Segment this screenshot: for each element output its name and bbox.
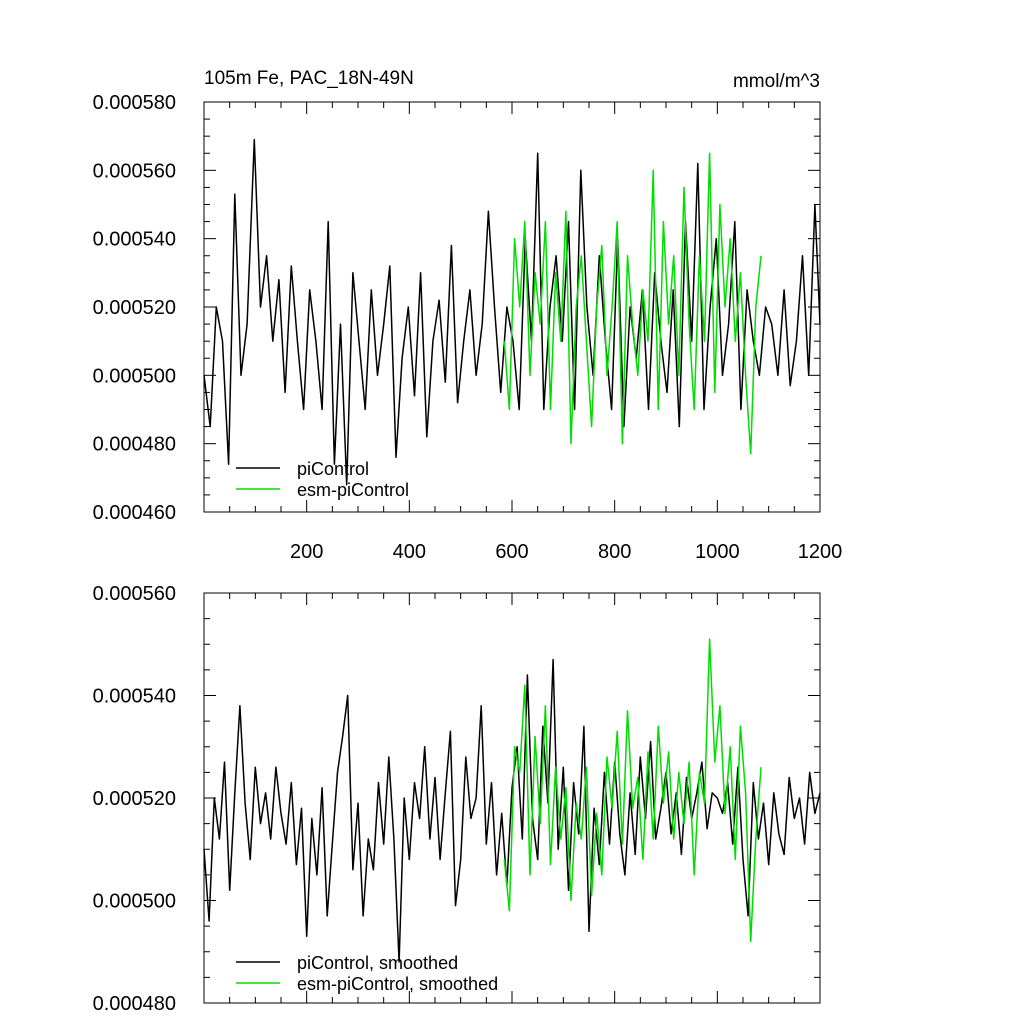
series-line-esm-picontrol (503, 152, 762, 455)
x-tick-label: 1200 (798, 541, 843, 563)
legend-label-esm-picontrol-smoothed: esm-piControl, smoothed (297, 974, 498, 994)
top-panel-title: 105m Fe, PAC_18N-49N (204, 68, 414, 89)
bottom-panel: 0.000480 0.000500 0.000520 0.000540 0.000560… (93, 583, 821, 1015)
y-tick-label: 0.000480 (93, 993, 176, 1015)
top-panel-ticks: 200 400 600 800 1000 1200 0.000460 0.000480 0.00… (93, 92, 843, 563)
y-tick-label: 0.000460 (93, 502, 176, 524)
y-tick-label: 0.000580 (93, 92, 176, 114)
x-tick-label: 800 (598, 541, 631, 563)
x-tick-label: 1000 (695, 541, 740, 563)
top-panel-lines (203, 138, 821, 486)
legend-label-picontrol-smoothed: piControl, smoothed (297, 953, 458, 973)
bottom-panel-lines (203, 638, 821, 963)
legend-label-picontrol: piControl (297, 459, 369, 479)
bottom-panel-ticks: 0.000480 0.000500 0.000520 0.000540 0.000560 (93, 583, 821, 1015)
bottom-panel-legend: piControl, smoothed esm-piControl, smoot… (236, 953, 498, 994)
y-tick-label: 0.000500 (93, 365, 176, 387)
y-tick-label: 0.000560 (93, 583, 176, 605)
y-tick-label: 0.000500 (93, 891, 176, 913)
y-tick-label: 0.000560 (93, 160, 176, 182)
y-tick-label: 0.000520 (93, 297, 176, 319)
top-panel-units: mmol/m^3 (733, 71, 820, 92)
y-tick-label: 0.000520 (93, 788, 176, 810)
y-tick-label: 0.000540 (93, 229, 176, 251)
x-tick-label: 200 (290, 541, 323, 563)
top-panel: 105m Fe, PAC_18N-49N mmol/m^3 200 400 600 8… (93, 68, 843, 563)
y-tick-label: 0.000480 (93, 434, 176, 456)
y-tick-label: 0.000540 (93, 686, 176, 708)
top-panel-legend: piControl esm-piControl (236, 459, 409, 500)
series-line-esm-picontrol-smoothed (503, 638, 762, 943)
x-tick-label: 400 (393, 541, 426, 563)
legend-label-esm-picontrol: esm-piControl (297, 480, 409, 500)
x-tick-label: 600 (495, 541, 528, 563)
series-line-picontrol-smoothed (203, 658, 821, 963)
